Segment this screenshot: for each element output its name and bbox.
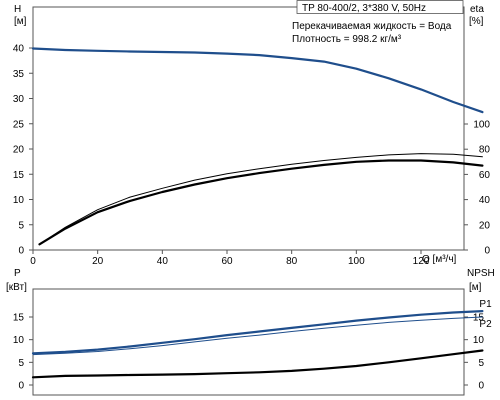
series-label-p2: P2 [479,319,492,330]
performance-chart: TP 80-400/2, 3*380 V, 50Hz Перекачиваема… [13,0,490,267]
npsh-axis-ticks: 0 5 10 15 [464,313,484,392]
power-axis-ticks: 0 5 10 15 [13,313,33,392]
power-curve-p1 [31,310,484,355]
npsh-axis-symbol: NPSH [467,268,495,279]
head-axis-ticks: 0 5 10 15 20 25 30 35 40 [13,44,33,257]
head-tick-label: 15 [13,170,25,181]
power-axis-symbol: P [14,268,21,279]
head-tick-label: 10 [13,195,25,206]
head-tick-label: 30 [13,94,25,105]
npsh-axis-unit: [м] [469,282,482,293]
head-tick-label: 5 [18,220,24,231]
eta-tick-label: 80 [479,145,491,156]
power-tick-label: 10 [13,335,25,346]
flow-tick-label: 100 [348,256,365,267]
power-plot-area [32,288,465,396]
head-tick-label: 25 [13,119,25,130]
fluid-info: Перекачиваемая жидкость = Вода [292,21,452,32]
eta-tick-label: 40 [479,195,491,206]
npsh-curve [31,349,484,379]
head-curve [31,47,484,114]
head-axis-unit: [м] [14,16,27,27]
npsh-tick-label: 15 [473,313,485,324]
eta-axis-ticks: 0 20 40 60 80 100 [464,120,490,257]
head-axis-symbol: H [14,4,21,15]
flow-tick-label: 0 [30,256,36,267]
performance-curves [31,47,484,246]
flow-tick-label: 120 [413,256,430,267]
flow-tick-label: 80 [286,256,298,267]
flow-tick-label: 20 [92,256,104,267]
density-info: Плотность = 998.2 кг/м³ [292,34,402,45]
eta-tick-label: 60 [479,170,491,181]
eta-curve-thin [39,153,483,245]
eta-tick-label: 20 [479,220,491,231]
flow-axis-ticks: 0 20 40 60 80 100 120 [30,250,430,267]
power-curve-p2 [32,316,483,356]
flow-tick-label: 60 [221,256,233,267]
flow-axis-label: Q [м³/ч] [422,254,457,265]
power-tick-label: 5 [18,358,24,369]
power-npsh-chart: P [кВт] 0 5 10 15 NPSH [м] 0 5 10 15 P1 P2 [6,268,495,396]
eta-tick-label: 100 [473,120,490,131]
pump-title: TP 80-400/2, 3*380 V, 50Hz [302,3,426,14]
eta-tick-label: 0 [484,246,490,257]
head-tick-label: 40 [13,44,25,55]
head-tick-label: 35 [13,69,25,80]
npsh-tick-label: 0 [478,381,484,392]
npsh-tick-label: 10 [473,335,485,346]
flow-tick-label: 40 [157,256,169,267]
eta-axis-unit: [%] [469,16,484,27]
npsh-tick-label: 5 [478,358,484,369]
power-tick-label: 15 [13,313,25,324]
power-tick-label: 0 [18,381,24,392]
power-npsh-curves: P1 P2 [31,299,492,379]
power-axis-unit: [кВт] [6,282,27,293]
series-label-p1: P1 [479,299,492,310]
eta-curve [38,159,484,246]
head-tick-label: 20 [13,145,25,156]
head-tick-label: 0 [18,246,24,257]
pump-title-box [296,0,464,14]
eta-axis-symbol: eta [470,4,484,15]
